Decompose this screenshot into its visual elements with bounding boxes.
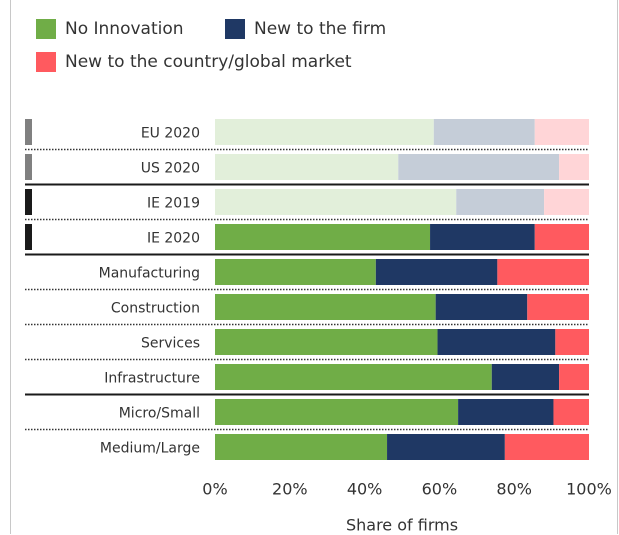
x-tick-label-1: 20% [272, 480, 308, 499]
bar-segment-medium-large-new-to-the-country-global-market [504, 434, 589, 460]
x-tick-label-5: 100% [566, 480, 612, 499]
legend-label-new-to-market: New to the country/global market [65, 52, 352, 72]
bar-segment-construction-new-to-the-country-global-market [527, 294, 589, 320]
bar-segment-us-2020-new-to-the-country-global-market [559, 154, 589, 180]
bar-segment-ie-2020-new-to-the-country-global-market [534, 224, 589, 250]
bar-segment-micro-small-new-to-the-country-global-market [553, 399, 589, 425]
bar-segment-construction-no-innovation [215, 294, 436, 320]
bar-segment-ie-2020-no-innovation [215, 224, 431, 250]
legend-swatch-new-to-firm [225, 19, 245, 39]
bar-segment-services-no-innovation [215, 329, 438, 355]
row-marker-eu-2020 [25, 119, 32, 145]
bar-segment-medium-large-no-innovation [215, 434, 388, 460]
x-tick-label-0: 0% [202, 480, 227, 499]
bar-segment-us-2020-new-to-the-firm [398, 154, 560, 180]
category-label-us-2020: US 2020 [141, 161, 200, 177]
bar-segment-medium-large-new-to-the-firm [387, 434, 505, 460]
legend-label-new-to-firm: New to the firm [254, 19, 387, 39]
bar-segment-ie-2019-new-to-the-country-global-market [544, 189, 589, 215]
bar-segment-eu-2020-new-to-the-country-global-market [534, 119, 589, 145]
bar-segment-micro-small-new-to-the-firm [458, 399, 554, 425]
legend-item-new-to-firm: New to the firm [225, 18, 386, 40]
bar-segment-eu-2020-no-innovation [215, 119, 434, 145]
legend-swatch-new-to-market [36, 52, 56, 72]
x-axis-title: Share of firms [346, 516, 458, 535]
bar-segment-services-new-to-the-country-global-market [555, 329, 589, 355]
stacked-bar-chart: EU 2020 US 2020 IE 2019 IE 2020 Manufacturin… [25, 119, 612, 535]
legend-item-new-to-market: New to the country/global market [36, 51, 352, 73]
x-tick-label-2: 40% [347, 480, 383, 499]
chart-frame: No Innovation New to the firm New to the… [10, 0, 618, 534]
bar-segment-us-2020-no-innovation [215, 154, 399, 180]
row-marker-us-2020 [25, 154, 32, 180]
x-tick-label-4: 80% [496, 480, 532, 499]
bar-segment-micro-small-no-innovation [215, 399, 459, 425]
category-label-construction: Construction [111, 301, 200, 317]
bar-segment-eu-2020-new-to-the-firm [433, 119, 535, 145]
category-label-manufacturing: Manufacturing [99, 266, 200, 282]
bar-segment-infrastructure-no-innovation [215, 364, 492, 390]
category-label-services: Services [141, 336, 200, 352]
x-tick-label-3: 60% [422, 480, 458, 499]
row-marker-ie-2019 [25, 189, 32, 215]
category-label-micro-small: Micro/Small [119, 406, 200, 422]
bar-segment-manufacturing-no-innovation [215, 259, 376, 285]
bar-segment-services-new-to-the-firm [437, 329, 556, 355]
category-label-ie-2019: IE 2019 [147, 196, 200, 212]
category-label-infrastructure: Infrastructure [104, 371, 200, 387]
bar-segment-ie-2019-no-innovation [215, 189, 457, 215]
bar-segment-construction-new-to-the-firm [435, 294, 528, 320]
bar-segment-manufacturing-new-to-the-country-global-market [497, 259, 589, 285]
bar-segment-ie-2019-new-to-the-firm [456, 189, 545, 215]
bar-segment-infrastructure-new-to-the-firm [491, 364, 560, 390]
legend-item-no-innovation: No Innovation [36, 18, 184, 40]
bar-segment-manufacturing-new-to-the-firm [375, 259, 498, 285]
legend-swatch-no-innovation [36, 19, 56, 39]
bar-segment-ie-2020-new-to-the-firm [430, 224, 535, 250]
bar-segment-infrastructure-new-to-the-country-global-market [559, 364, 589, 390]
legend-label-no-innovation: No Innovation [65, 19, 184, 39]
category-label-medium-large: Medium/Large [100, 441, 200, 457]
category-label-eu-2020: EU 2020 [141, 126, 200, 142]
category-label-ie-2020: IE 2020 [147, 231, 200, 247]
row-marker-ie-2020 [25, 224, 32, 250]
